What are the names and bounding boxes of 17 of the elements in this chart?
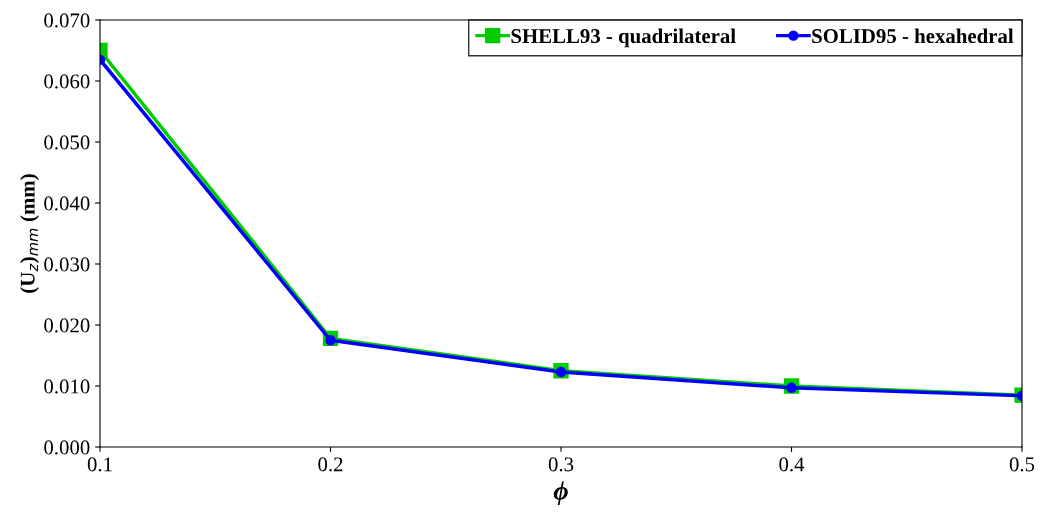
x-tick-label: 0.3 [548, 457, 574, 472]
x-tick-label: 0.5 [1009, 457, 1035, 472]
x-tick-label: 0.2 [318, 457, 343, 472]
y-tick-label: 0.030 [44, 257, 90, 272]
legend-label: SOLID95 - hexahedral [812, 28, 1014, 44]
y-tick-label: 0.070 [44, 13, 90, 28]
y-tick-label: 0.040 [44, 196, 90, 211]
y-axis-title: (U$_{z}$)$_{mm}$ (mm) [20, 174, 39, 293]
x-tick-label: 0.1 [87, 457, 112, 472]
x-axis-title: ϕ [553, 481, 568, 506]
y-tick-label: 0.020 [44, 318, 90, 333]
y-tick-label: 0.000 [44, 440, 90, 455]
x-tick-label: 0.4 [779, 457, 805, 472]
y-tick-label: 0.060 [44, 74, 90, 89]
y-tick-label: 0.050 [44, 135, 90, 150]
legend-label: SHELL93 - quadrilateral [511, 28, 736, 48]
y-tick-label: 0.010 [44, 379, 90, 394]
